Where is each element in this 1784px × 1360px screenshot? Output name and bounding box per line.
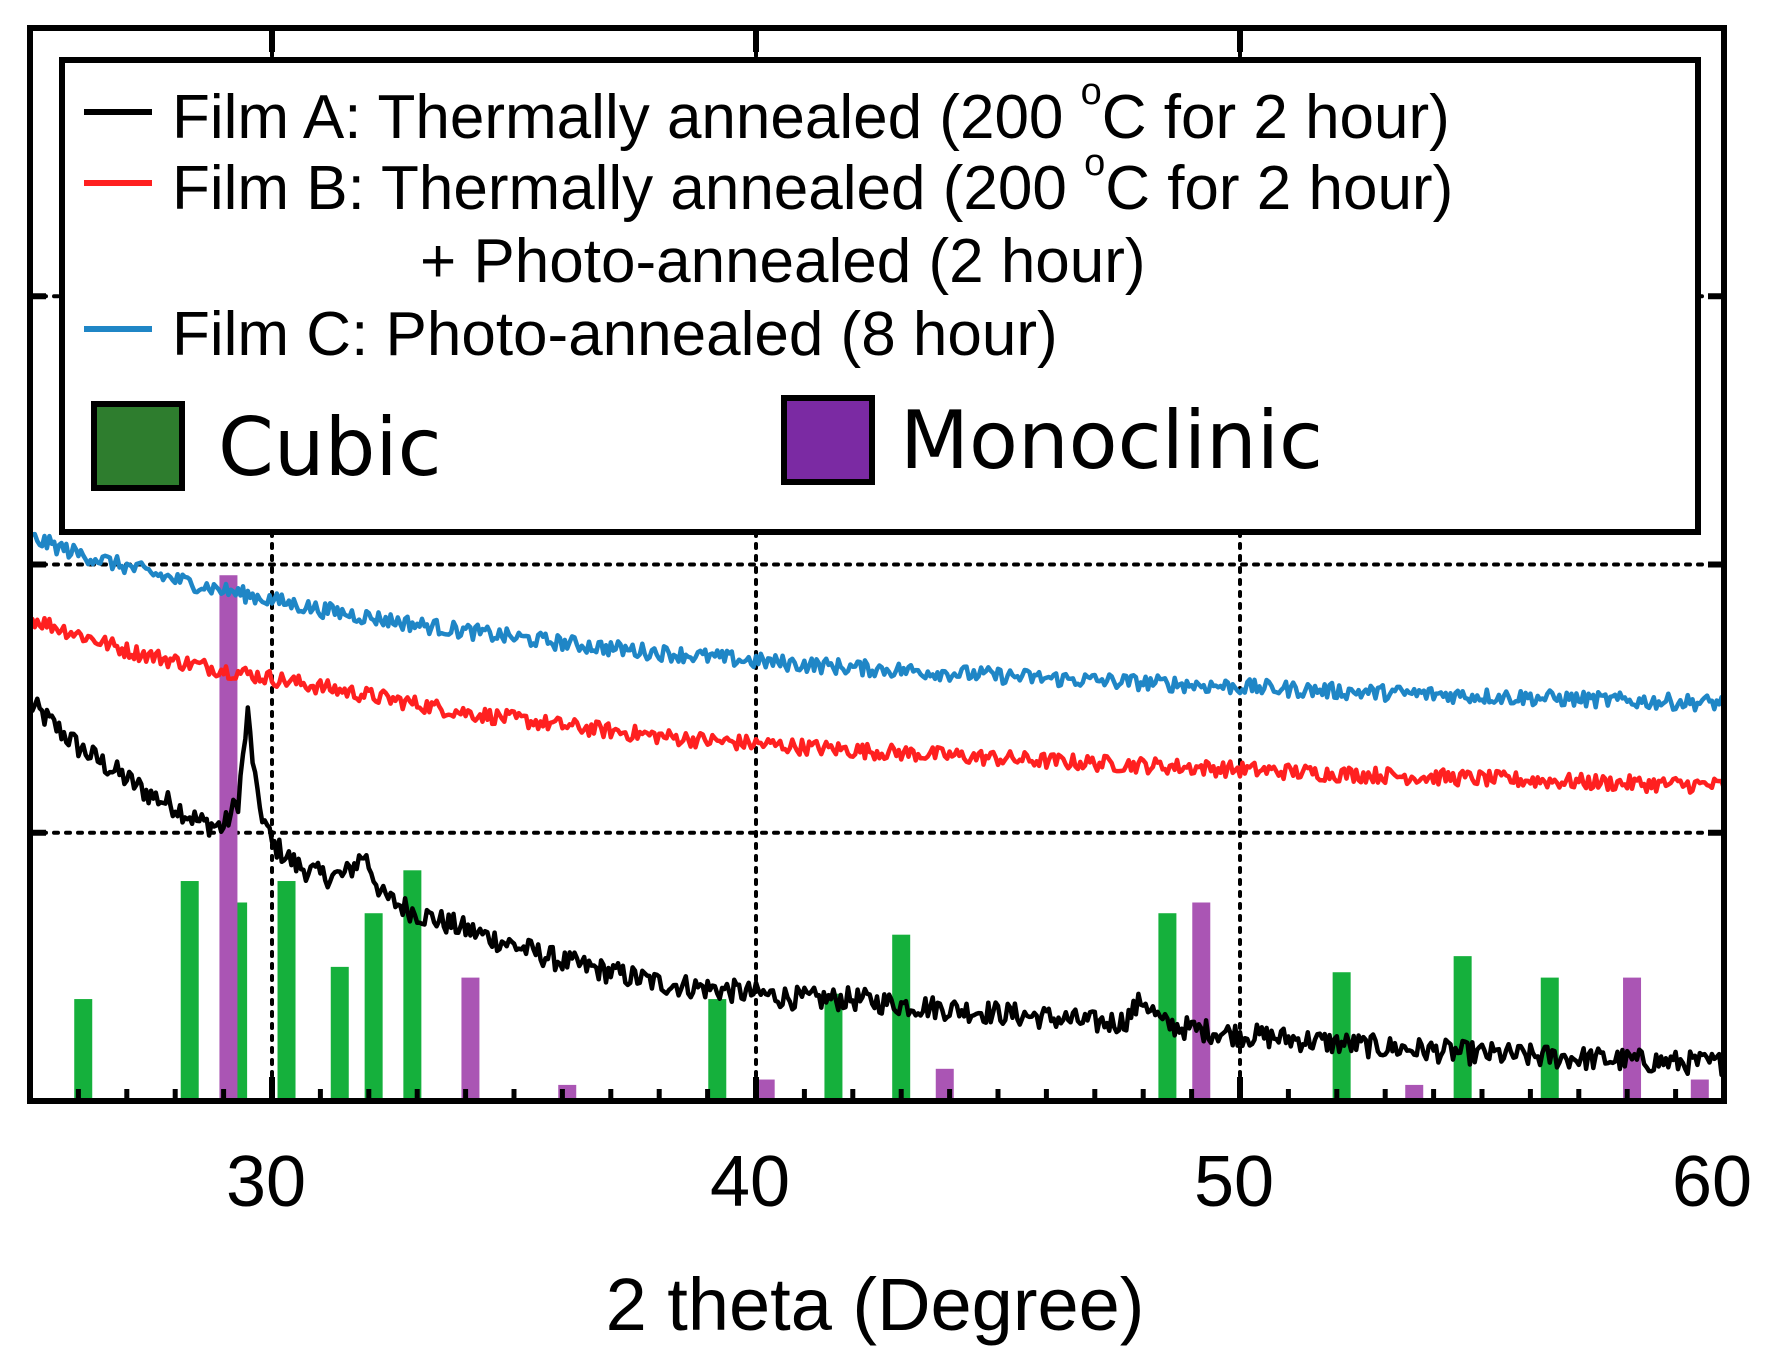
cubic-bar [1453,956,1472,1101]
cubic-bar [403,870,422,1101]
cubic-bar [1158,913,1177,1101]
cubic-bar [1332,972,1351,1101]
legend-swatch-monoclinic [781,395,875,485]
cubic-bar [277,881,296,1101]
x-tick-label-30: 30 [226,1142,306,1222]
cubic-bar [364,913,383,1101]
x-tick-label-60: 60 [1672,1142,1752,1222]
legend-label-film-b-line2: + Photo-annealed (2 hour) [420,227,1146,296]
x-tick-label-40: 40 [710,1142,790,1222]
cubic-bar [824,993,843,1101]
series-line-film-c [28,531,1727,713]
series-line-film-a [27,696,1725,1078]
legend-swatch-cubic [91,401,185,491]
monoclinic-bar [756,1079,775,1101]
series-layer [27,531,1727,1078]
monoclinic-bar [461,977,480,1101]
legend-label-film-a: Film A: Thermally annealed (200 oC for 2… [172,71,1450,152]
cubic-bar [708,999,727,1101]
x-tick-label-50: 50 [1194,1142,1274,1222]
cubic-bar [74,999,93,1101]
legend-label-film-c: Film C: Photo-annealed (8 hour) [172,300,1058,369]
cubic-bar [180,881,199,1101]
series-line-film-b [29,615,1727,795]
legend-box [59,57,1701,535]
monoclinic-bar [219,575,238,1101]
monoclinic-bar [1405,1084,1424,1101]
cubic-bar [892,934,911,1101]
ticks-layer [30,28,1727,1101]
monoclinic-bar [1192,902,1211,1101]
legend-label-monoclinic: Monoclinic [900,394,1323,487]
legend: Film A: Thermally annealed (200 oC for 2… [59,57,1701,535]
cubic-bar [330,966,349,1101]
x-axis-title: 2 theta (Degree) [606,1263,1145,1346]
monoclinic-bar [1623,977,1642,1101]
x-tick-labels: 30 40 50 60 [226,1142,1752,1222]
reference-bars [74,575,1709,1101]
legend-label-film-b: Film B: Thermally annealed (200 oC for 2… [172,142,1453,223]
monoclinic-bar [1690,1079,1709,1101]
cubic-bar [1540,977,1559,1101]
legend-label-cubic: Cubic [218,401,442,494]
